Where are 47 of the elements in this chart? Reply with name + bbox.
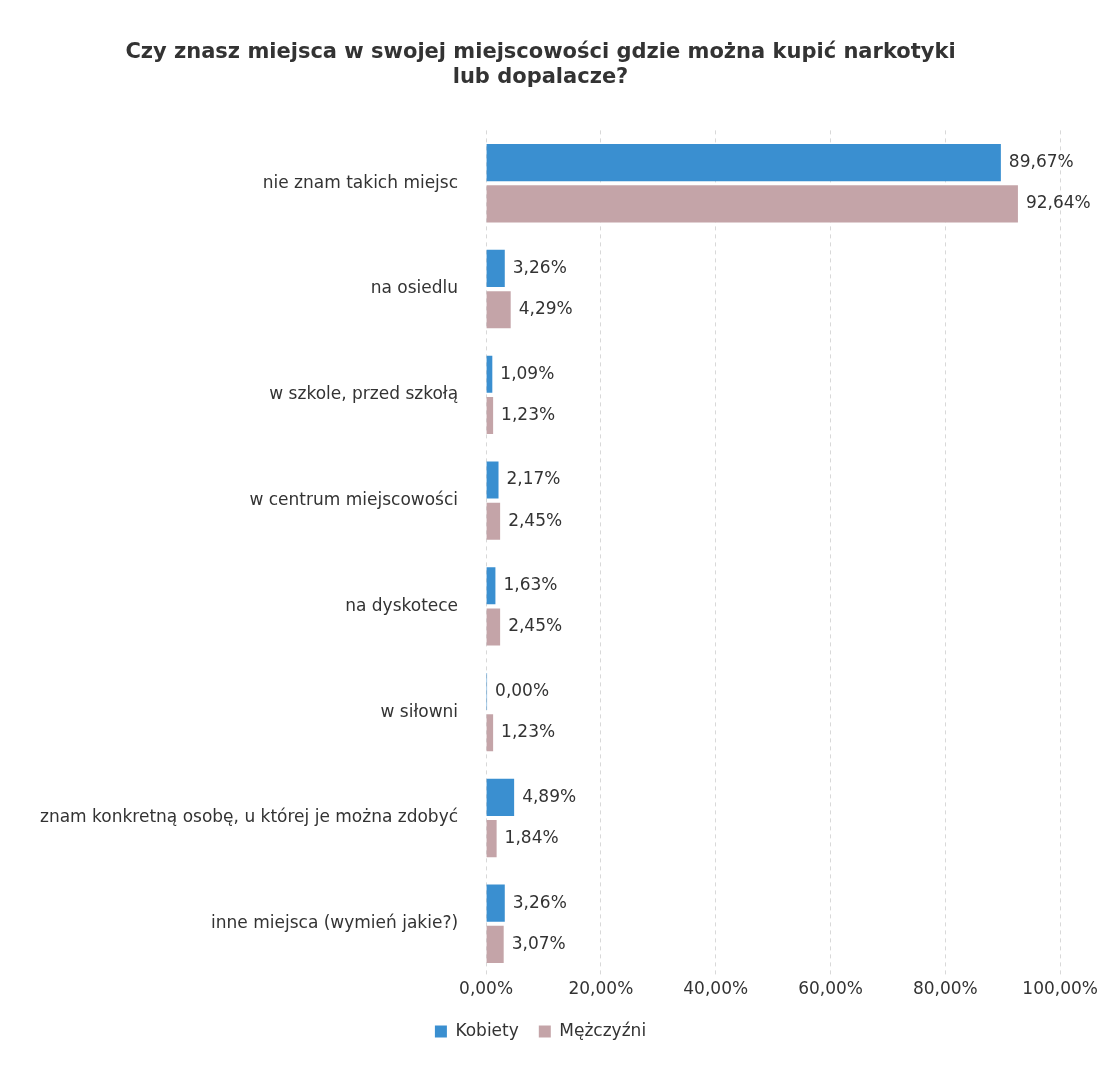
bar: [486, 714, 494, 752]
x-tick-label: 20,00%: [568, 978, 634, 999]
x-tick-label: 60,00%: [798, 978, 863, 999]
data-label: 92,64%: [1025, 192, 1091, 213]
data-label: 3,26%: [512, 256, 567, 277]
bar: [486, 461, 499, 499]
data-label: 1,84%: [504, 826, 559, 847]
x-tick-label: 100,00%: [1022, 978, 1098, 999]
data-label: 1,23%: [501, 403, 556, 424]
data-label: 2,17%: [506, 468, 561, 489]
y-tick-label: inne miejsca (wymień jakie?): [211, 912, 459, 933]
data-label: 3,07%: [511, 932, 566, 953]
y-tick-label: znam konkretną osobę, u której je można zdobyć: [40, 806, 459, 827]
data-label: 4,89%: [522, 785, 577, 806]
bar: [486, 608, 501, 646]
bar: [486, 820, 497, 858]
bar: [486, 396, 494, 435]
y-tick-label: w siłowni: [380, 700, 459, 721]
data-label: 1,09%: [500, 362, 555, 383]
x-tick-label: 80,00%: [912, 978, 978, 999]
legend-label: Kobiety: [455, 1019, 519, 1040]
bar: [486, 249, 505, 287]
legend-label: Mężczyźni: [559, 1019, 647, 1040]
bar: [486, 884, 505, 922]
bar: [486, 567, 496, 605]
bar: [486, 144, 1001, 182]
bar: [486, 925, 504, 963]
x-tick-label: 0,00%: [459, 978, 514, 999]
data-label: 1,23%: [501, 721, 556, 742]
chart-title: Czy znasz miejsca w swojej miejscowości gdzie można kupić narkotyki lub dopalacze?: [125, 39, 956, 89]
data-label: 2,45%: [508, 615, 563, 636]
data-label: 89,67%: [1008, 151, 1074, 172]
data-label: 4,29%: [518, 298, 573, 319]
bar: [486, 502, 501, 540]
x-tick-label: 40,00%: [683, 978, 749, 999]
bar: [486, 291, 511, 329]
data-label: 0,00%: [495, 679, 550, 700]
data-label: 3,26%: [512, 891, 567, 912]
data-label: 2,45%: [508, 509, 563, 530]
data-label: 1,63%: [503, 574, 558, 595]
y-tick-label: na osiedlu: [370, 277, 459, 298]
y-tick-label: na dyskotece: [345, 594, 459, 615]
y-tick-label: nie znam takich miejsc: [262, 171, 459, 192]
bar: [486, 778, 515, 816]
y-tick-label: w szkole, przed szkołą: [269, 383, 459, 404]
y-tick-label: w centrum miejscowości: [249, 489, 459, 510]
bar: [486, 185, 1018, 223]
